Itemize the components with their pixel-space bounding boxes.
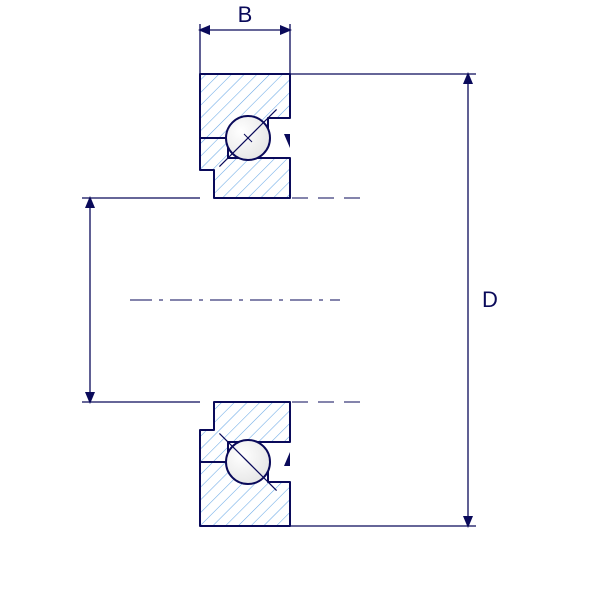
label-width-B: B <box>238 2 253 27</box>
bearing-diagram: BD <box>0 0 600 600</box>
label-outer-diameter-D: D <box>482 287 498 312</box>
